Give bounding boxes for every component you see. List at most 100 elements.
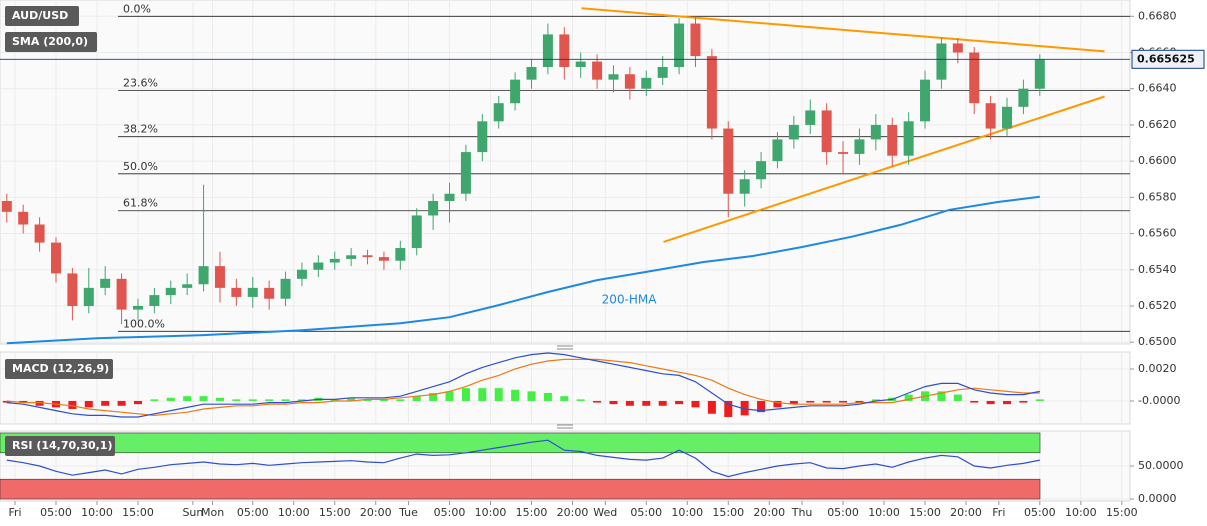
candle-body <box>18 211 29 225</box>
candle-body <box>34 224 45 243</box>
x-tick-label: 05:00 <box>827 506 859 519</box>
rsi-zone <box>0 432 1041 454</box>
x-tick-label: 05:00 <box>1024 506 1056 519</box>
y-tick-label: 50.0000 <box>1138 459 1184 472</box>
macd-bar <box>937 391 946 401</box>
macd-bar <box>560 396 569 401</box>
x-tick-label: 15:00 <box>909 506 941 519</box>
macd-bar <box>724 400 733 417</box>
candle-body <box>674 23 685 67</box>
macd-bar <box>1035 399 1044 401</box>
macd-bar <box>2 400 11 403</box>
candle-body <box>378 257 389 261</box>
macd-bar <box>68 400 77 409</box>
macd-bar <box>511 389 520 401</box>
macd-bar <box>101 400 110 406</box>
x-tick-label: 15:00 <box>516 506 548 519</box>
fib-label: 23.6% <box>123 77 158 90</box>
plot-layer: 0.0% 23.6% 38.2% 50.0% 61.8% 100.0% 200-HMA <box>0 0 1134 505</box>
candle-body <box>280 278 291 299</box>
rsi-line <box>6 439 1040 478</box>
macd-bar <box>248 399 257 401</box>
macd-bar <box>904 394 913 401</box>
y-tick-label: 0.6640 <box>1138 82 1177 95</box>
divider-handle <box>557 345 573 429</box>
macd-bar <box>281 399 290 401</box>
candle-body <box>870 124 881 140</box>
x-tick-label: 20:00 <box>950 506 982 519</box>
rsi-title: RSI (14,70,30,1) <box>12 439 112 452</box>
candle-body <box>1002 106 1013 129</box>
x-tick-label: 20:00 <box>753 506 785 519</box>
macd-bar <box>297 399 306 401</box>
y-tick-label: 0.0020 <box>1138 362 1177 375</box>
macd-bar <box>461 388 470 401</box>
y-tick-label: 0.6540 <box>1138 263 1177 276</box>
candle-body <box>182 284 193 288</box>
candle-body <box>50 242 61 274</box>
x-tick-label: 05:00 <box>40 506 72 519</box>
macd-bar <box>35 400 44 406</box>
candle-body <box>444 193 455 201</box>
x-tick-label: 15:00 <box>122 506 154 519</box>
macd-bar <box>822 400 831 403</box>
y-tick-label: 0.6520 <box>1138 299 1177 312</box>
macd-bar <box>855 400 864 403</box>
hma-label: 200-HMA <box>602 293 658 307</box>
last-price-label: 0.665625 <box>1137 52 1195 65</box>
rsi-box <box>5 436 115 456</box>
x-tick-label: 10:00 <box>868 506 900 519</box>
candle-body <box>100 278 111 288</box>
macd-bar <box>839 400 848 403</box>
symbol-box <box>5 6 79 26</box>
rsi-zone <box>0 478 1041 500</box>
candle-body <box>542 34 553 67</box>
last-price-box <box>1131 49 1205 69</box>
macd-bar <box>576 399 585 401</box>
y-tick-label: -0.0000 <box>1138 394 1180 407</box>
candle-body <box>493 103 504 122</box>
y-tick-label: 0.6600 <box>1138 154 1177 167</box>
macd-bar <box>363 399 372 401</box>
candle-body <box>887 124 898 156</box>
candle-body <box>428 200 439 216</box>
macd-box <box>5 359 113 379</box>
macd-bar <box>330 399 339 401</box>
macd-bar <box>675 400 684 405</box>
macd-bar <box>658 400 667 406</box>
macd-bar <box>871 399 880 401</box>
candle-body <box>395 248 406 261</box>
macd-bar <box>412 396 421 401</box>
candle-body <box>952 43 963 53</box>
candle-body <box>214 266 225 288</box>
candle-body <box>460 152 471 194</box>
macd-bar <box>757 400 766 413</box>
candle-body <box>690 23 701 57</box>
fib-label: 61.8% <box>123 197 158 210</box>
candle-body <box>198 266 209 285</box>
candle-body <box>83 287 94 306</box>
macd-bar <box>1003 400 1012 405</box>
x-tick-label: 05:00 <box>237 506 269 519</box>
candle-body <box>526 66 537 80</box>
candle-body <box>1034 59 1045 89</box>
x-tick-label: 15:00 <box>712 506 744 519</box>
x-tick-label: Tue <box>398 506 418 519</box>
x-tick-label: 15:00 <box>319 506 351 519</box>
candle-body <box>821 110 832 153</box>
macd-bar <box>429 392 438 401</box>
x-tick-label: Wed <box>593 506 617 519</box>
macd-bar <box>133 400 142 405</box>
macd-panel <box>0 351 1131 425</box>
candle-body <box>657 66 668 78</box>
sma-label: SMA (200,0) <box>12 35 88 48</box>
macd-bar <box>789 400 798 405</box>
macd-bar <box>970 400 979 403</box>
candle-body <box>575 61 586 67</box>
candle-body <box>346 255 357 259</box>
sma-box <box>5 32 97 52</box>
macd-bar <box>166 397 175 401</box>
candle-body <box>838 152 849 154</box>
candle-body <box>985 103 996 129</box>
